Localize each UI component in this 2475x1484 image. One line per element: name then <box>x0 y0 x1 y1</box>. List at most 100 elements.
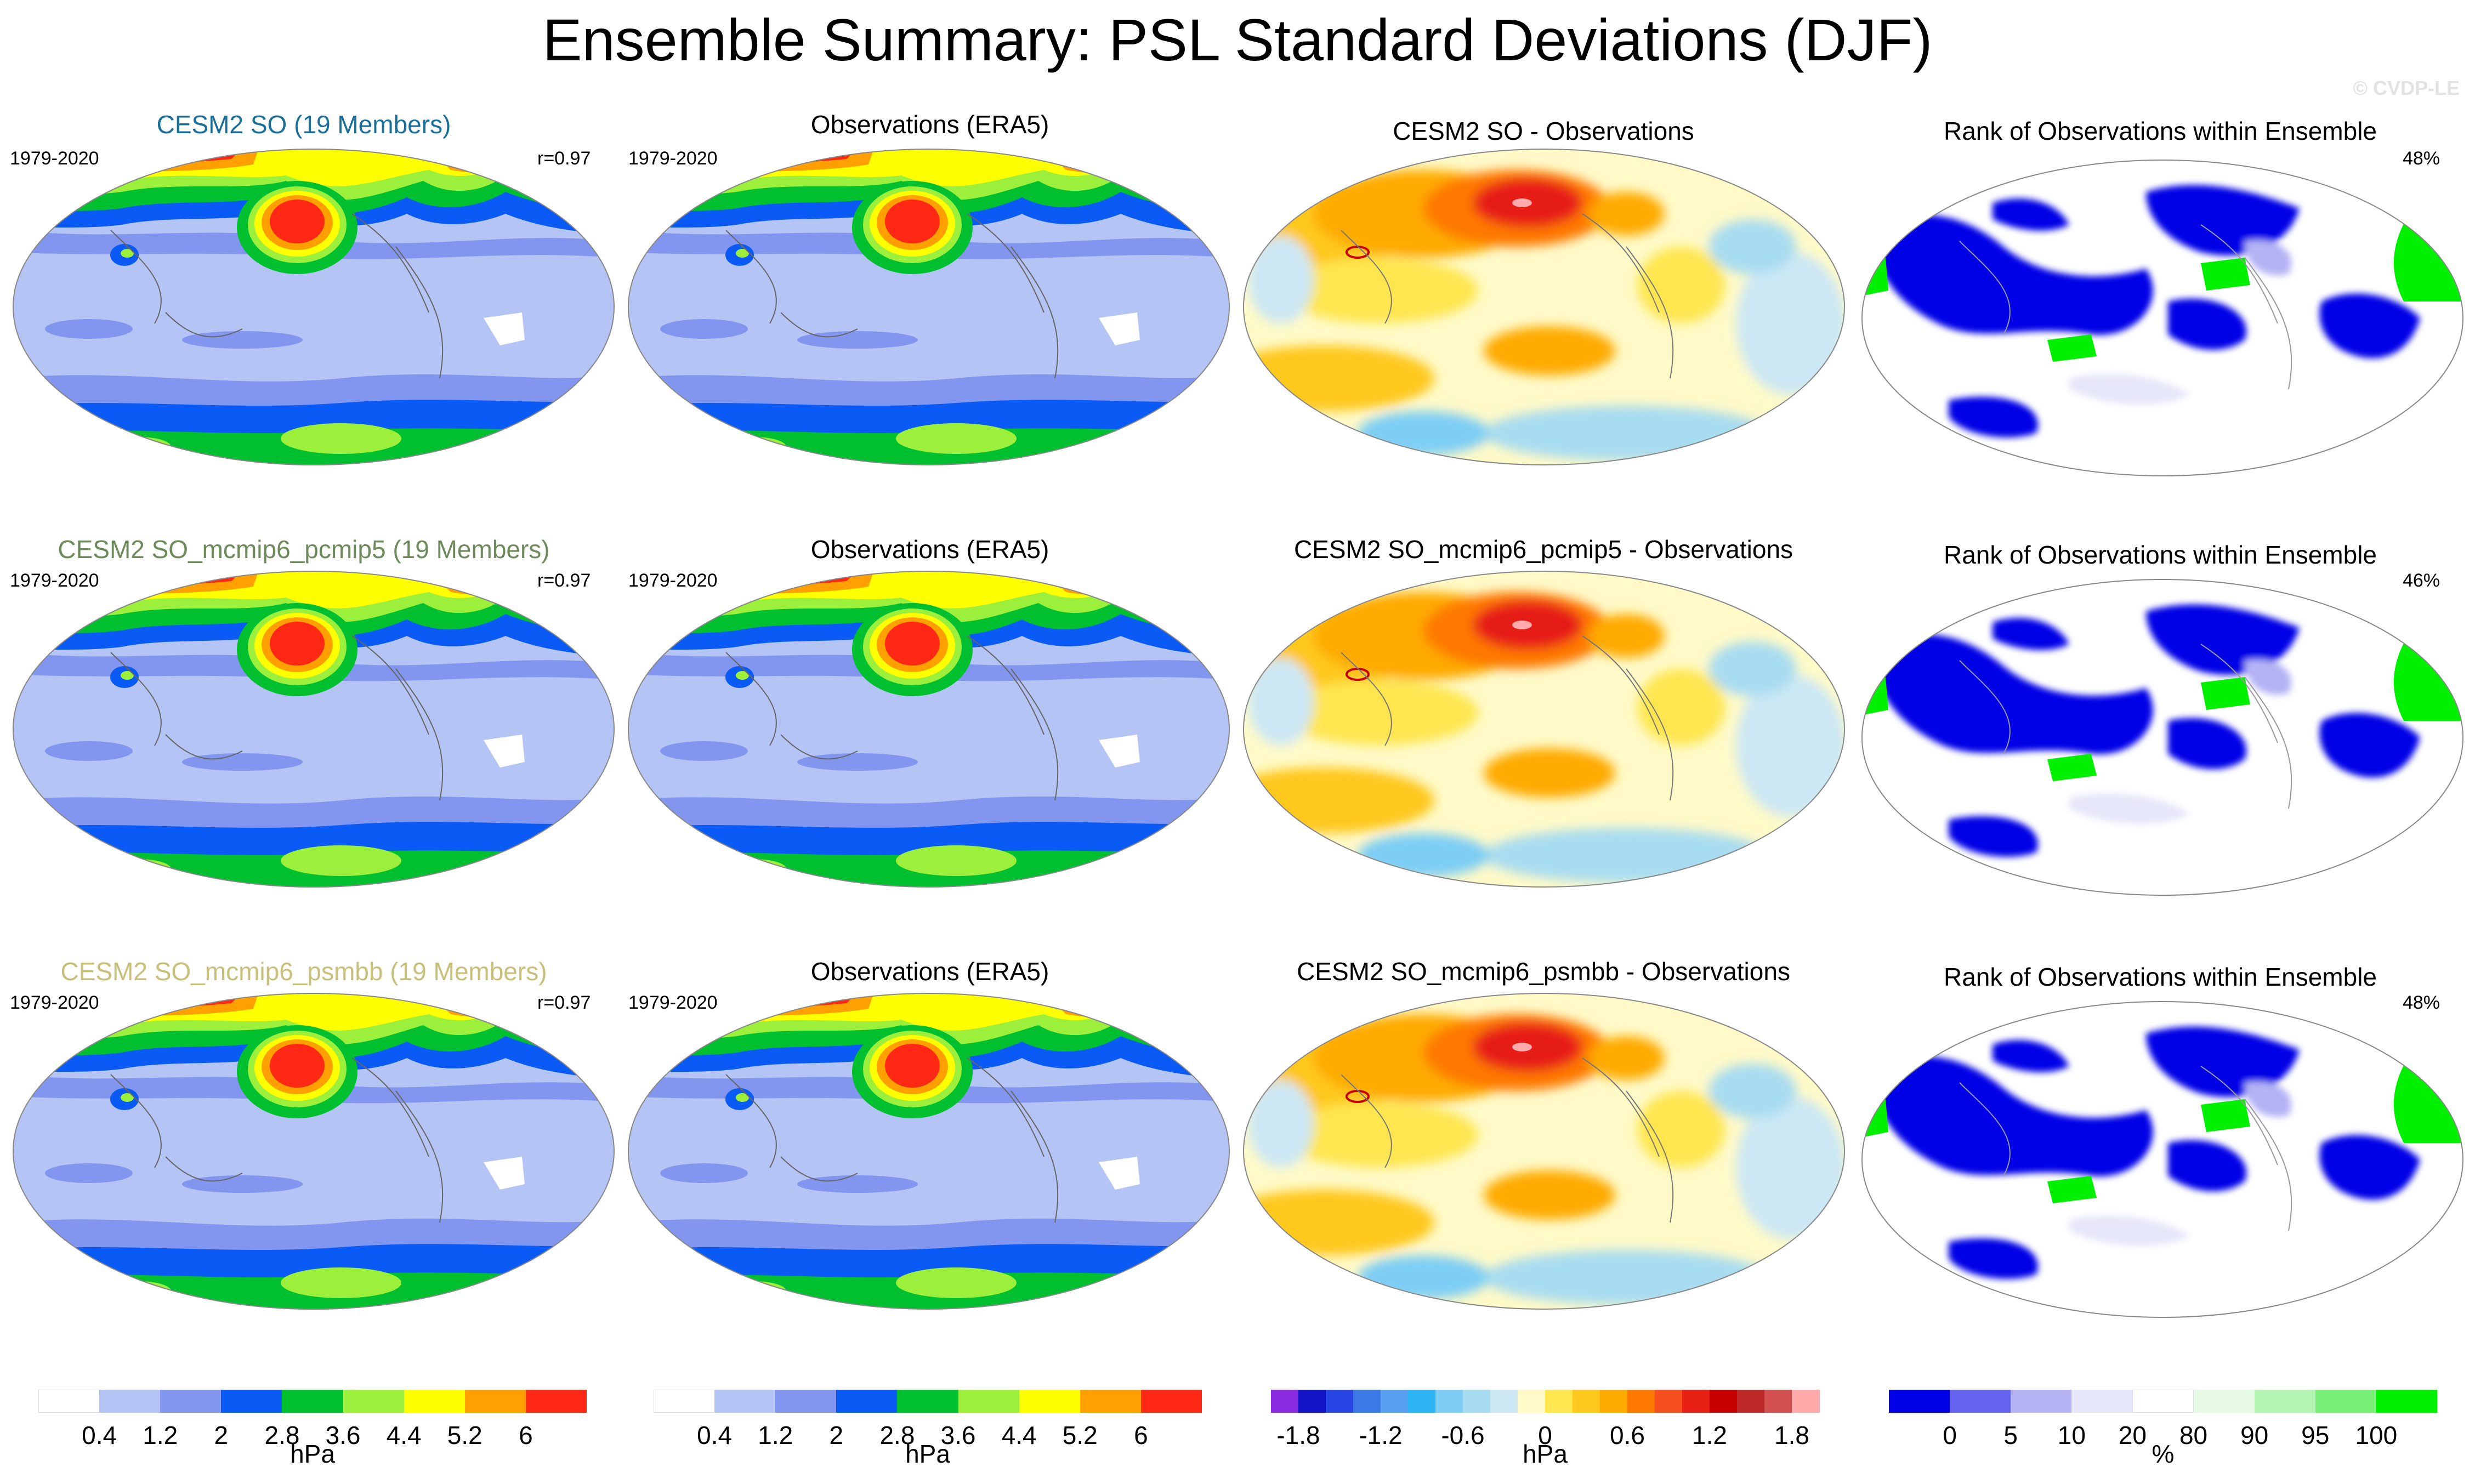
stddev-tick-label: 4.4 <box>1002 1420 1037 1450</box>
colorbar-swatch <box>1408 1390 1436 1413</box>
colorbar-swatch <box>1381 1390 1409 1413</box>
colorbar-swatch <box>404 1390 466 1413</box>
colorbar-swatch <box>1271 1390 1299 1413</box>
colorbar-swatch <box>897 1390 958 1413</box>
difference-tick-label: 1.2 <box>1692 1420 1727 1450</box>
colorbar-swatch <box>1950 1390 2011 1413</box>
stddev-tick-label: 2 <box>830 1420 844 1450</box>
obs-stddev-map-1 <box>627 148 1230 466</box>
stddev-tick-label: 3.6 <box>941 1420 976 1450</box>
colorbar-swatch <box>2071 1390 2133 1413</box>
rank-map-3 <box>1861 1000 2464 1318</box>
colorbar-swatch <box>1490 1390 1518 1413</box>
stddev-colorbar-2 <box>654 1390 1202 1413</box>
stddev-tick-label: 1.2 <box>143 1420 178 1450</box>
difference-colorbar <box>1271 1390 1819 1413</box>
colorbar-swatch <box>160 1390 222 1413</box>
colorbar-swatch <box>714 1390 776 1413</box>
model-stddev-map-1 <box>12 148 615 466</box>
difference-tick-label: 1.8 <box>1774 1420 1809 1450</box>
colorbar-swatch <box>1627 1390 1655 1413</box>
rank-tick-label: 80 <box>2179 1420 2207 1450</box>
colorbar-swatch <box>836 1390 898 1413</box>
rank-tick-label: 10 <box>2058 1420 2086 1450</box>
stddev-tick-label: 3.6 <box>326 1420 361 1450</box>
stddev-tick-label: 1.2 <box>758 1420 793 1450</box>
stddev-tick-label: 5.2 <box>1063 1420 1098 1450</box>
colorbar-swatch <box>1710 1390 1738 1413</box>
colorbar-swatch <box>526 1390 587 1413</box>
stddev-colorbar-1 <box>38 1390 587 1413</box>
difference-map-1 <box>1242 148 1846 466</box>
difference-tick-label: -1.8 <box>1276 1420 1320 1450</box>
diff-panel-title-3: CESM2 SO_mcmip6_psmbb - Observations <box>1242 957 1845 986</box>
colorbar-swatch <box>775 1390 837 1413</box>
stddev-tick-label: 2.8 <box>879 1420 915 1450</box>
difference-tick-label: 0.6 <box>1610 1420 1645 1450</box>
colorbar-swatch <box>2255 1390 2316 1413</box>
stddev-tick-label: 4.4 <box>387 1420 422 1450</box>
colorbar-swatch <box>221 1390 282 1413</box>
rank-tick-label: 20 <box>2119 1420 2147 1450</box>
colorbar-swatch <box>38 1390 100 1413</box>
rank-colorbar <box>1889 1390 2437 1413</box>
obs-panel-title-1: Observations (ERA5) <box>628 110 1231 139</box>
rank-map-2 <box>1861 578 2464 896</box>
model-stddev-map-3 <box>12 992 615 1310</box>
rank-map-1 <box>1861 159 2464 477</box>
colorbar-swatch <box>1080 1390 1142 1413</box>
colorbar-swatch <box>1889 1390 1950 1413</box>
obs-panel-title-3: Observations (ERA5) <box>628 957 1231 986</box>
colorbar-swatch <box>1792 1390 1820 1413</box>
colorbar-swatch <box>2376 1390 2438 1413</box>
difference-tick-label: -1.2 <box>1359 1420 1402 1450</box>
stddev-tick-label: 0.4 <box>82 1420 117 1450</box>
stddev-tick-label: 5.2 <box>447 1420 482 1450</box>
colorbar-swatch <box>282 1390 343 1413</box>
model-panel-title-3: CESM2 SO_mcmip6_psmbb (19 Members) <box>2 957 605 986</box>
difference-map-2 <box>1242 570 1846 888</box>
rank-unit: % <box>2152 1439 2175 1469</box>
colorbar-swatch <box>958 1390 1020 1413</box>
page-title: Ensemble Summary: PSL Standard Deviation… <box>0 5 2475 74</box>
model-panel-title-1: CESM2 SO (19 Members) <box>2 110 605 139</box>
rank-panel-title-2: Rank of Observations within Ensemble <box>1859 540 2462 570</box>
colorbar-swatch <box>2132 1390 2194 1413</box>
stddev-tick-label: 2.8 <box>264 1420 299 1450</box>
diff-panel-title-1: CESM2 SO - Observations <box>1242 116 1845 146</box>
model-panel-title-2: CESM2 SO_mcmip6_pcmip5 (19 Members) <box>2 535 605 564</box>
rank-tick-label: 100 <box>2355 1420 2398 1450</box>
colorbar-swatch <box>1545 1390 1573 1413</box>
colorbar-swatch <box>465 1390 526 1413</box>
colorbar-swatch <box>1682 1390 1710 1413</box>
colorbar-swatch <box>2194 1390 2255 1413</box>
colorbar-swatch <box>1600 1390 1628 1413</box>
colorbar-swatch <box>1764 1390 1792 1413</box>
colorbar-swatch <box>1141 1390 1202 1413</box>
rank-tick-label: 0 <box>1943 1420 1957 1450</box>
obs-stddev-map-3 <box>627 992 1230 1310</box>
difference-tick-label: 0 <box>1538 1420 1552 1450</box>
colorbar-swatch <box>1573 1390 1600 1413</box>
stddev-tick-label: 0.4 <box>697 1420 732 1450</box>
colorbar-swatch <box>99 1390 161 1413</box>
difference-map-3 <box>1242 992 1846 1310</box>
obs-stddev-map-2 <box>627 570 1230 888</box>
colorbar-swatch <box>343 1390 405 1413</box>
colorbar-swatch <box>1326 1390 1354 1413</box>
rank-tick-label: 90 <box>2240 1420 2268 1450</box>
rank-tick-label: 5 <box>2003 1420 2018 1450</box>
stddev-tick-label: 6 <box>519 1420 533 1450</box>
rank-tick-label: 95 <box>2301 1420 2329 1450</box>
colorbar-swatch <box>1463 1390 1491 1413</box>
colorbar-swatch <box>1655 1390 1683 1413</box>
rank-panel-title-3: Rank of Observations within Ensemble <box>1859 962 2462 992</box>
diff-panel-title-2: CESM2 SO_mcmip6_pcmip5 - Observations <box>1242 535 1845 564</box>
model-stddev-map-2 <box>12 570 615 888</box>
colorbar-swatch <box>2315 1390 2377 1413</box>
stddev-tick-label: 6 <box>1134 1420 1148 1450</box>
difference-tick-label: -0.6 <box>1441 1420 1484 1450</box>
obs-panel-title-2: Observations (ERA5) <box>628 535 1231 564</box>
colorbar-swatch <box>1435 1390 1463 1413</box>
rank-panel-title-1: Rank of Observations within Ensemble <box>1859 116 2462 146</box>
